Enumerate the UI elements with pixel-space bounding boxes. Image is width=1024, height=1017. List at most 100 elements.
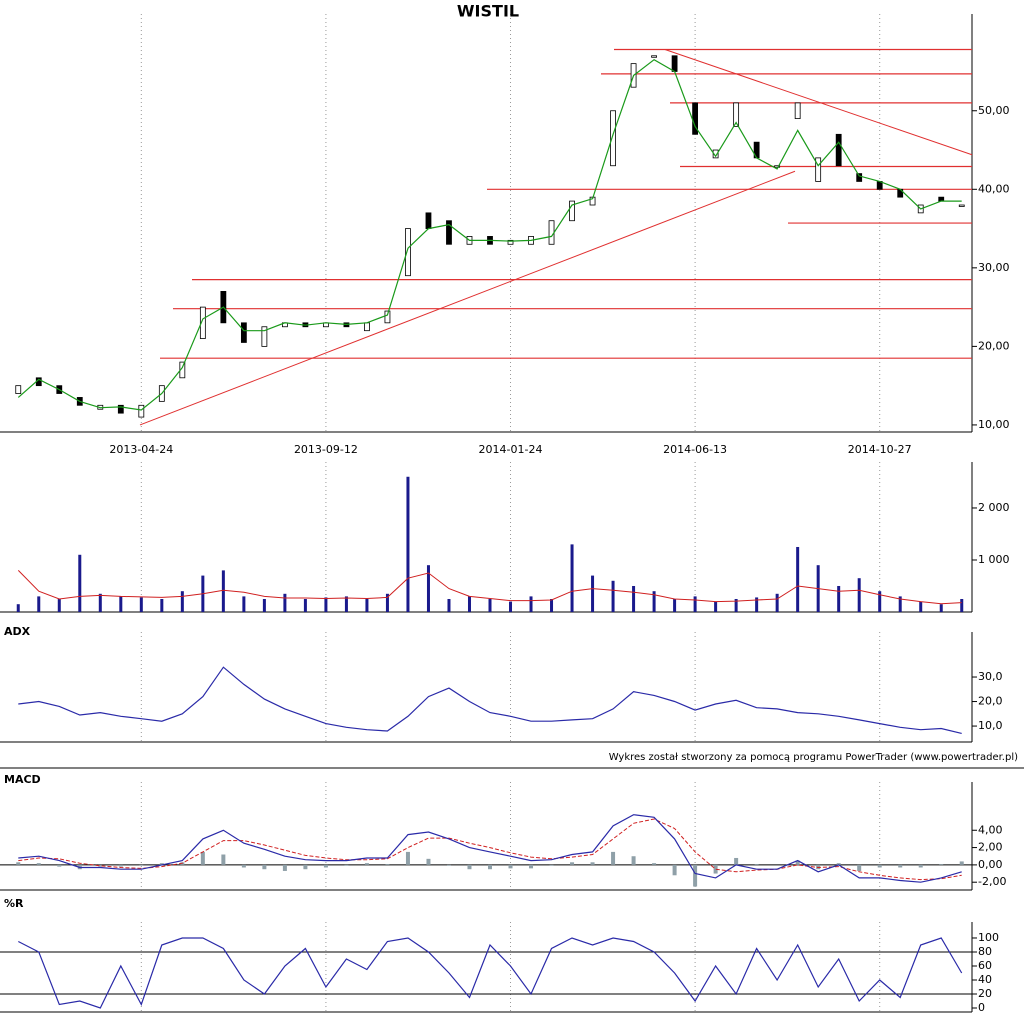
histogram-bar	[118, 864, 123, 867]
histogram-bar	[57, 864, 62, 867]
volume-bar	[488, 598, 492, 612]
y-tick-label: 2 000	[978, 501, 1010, 514]
histogram-bar	[898, 864, 903, 868]
histogram-bar	[836, 863, 841, 865]
volume-bar	[406, 476, 410, 612]
y-tick-label: 10,0	[978, 719, 1003, 732]
histogram-bar	[36, 863, 41, 865]
volume-bar	[591, 575, 595, 612]
candle	[446, 220, 452, 245]
histogram-bar	[303, 864, 308, 870]
histogram-bar	[405, 851, 410, 865]
histogram-bar	[159, 863, 164, 865]
histogram-bar	[549, 864, 554, 866]
candle	[794, 102, 801, 120]
trend-line	[664, 49, 973, 156]
volume-bar	[550, 598, 554, 612]
volume-bar	[509, 601, 513, 612]
x-tick-label: 2013-04-24	[109, 443, 173, 456]
y-tick-label: 4,00	[978, 823, 1003, 836]
candle	[405, 228, 411, 277]
candle	[507, 239, 514, 245]
volume-bar	[160, 598, 164, 612]
candle	[671, 55, 678, 72]
volume-bar	[262, 598, 266, 612]
histogram-bar	[754, 864, 759, 865]
volume-bar	[673, 598, 677, 612]
x-tick-label: 2014-06-13	[663, 443, 727, 456]
volume-average	[17, 570, 962, 605]
histogram-bar	[877, 864, 882, 868]
candle	[815, 157, 822, 182]
histogram-bar	[590, 862, 595, 865]
histogram-bar	[529, 864, 534, 869]
y-tick-label: 2,00	[978, 841, 1003, 854]
histogram-bar	[734, 857, 739, 865]
histogram-bar	[672, 864, 677, 876]
y-tick-label: 20,0	[978, 695, 1003, 708]
histogram-bar	[508, 864, 513, 869]
moving-average	[17, 58, 962, 411]
histogram-bar	[282, 864, 287, 871]
candle	[548, 220, 555, 245]
volume-bar	[755, 597, 759, 612]
candle	[856, 173, 863, 182]
histogram-bar	[939, 864, 944, 865]
volume-bar	[385, 593, 389, 612]
y-tick-label: 100	[978, 931, 999, 944]
volume-bar	[426, 565, 430, 612]
chart-title: MACD	[4, 773, 41, 786]
histogram-bar	[344, 864, 349, 866]
volume-bar	[960, 598, 964, 612]
volume-bar	[242, 596, 246, 612]
volume-bar	[283, 593, 287, 612]
y-tick-label: 1 000	[978, 553, 1010, 566]
histogram-bar	[467, 864, 472, 870]
histogram-bar	[795, 860, 800, 865]
volume-bar	[529, 596, 533, 612]
histogram-bar	[98, 864, 103, 867]
histogram-bar	[693, 864, 698, 887]
macd-line	[18, 814, 962, 883]
histogram-bar	[959, 861, 964, 865]
volume-bar	[365, 598, 369, 612]
volume-bar	[652, 591, 656, 612]
y-tick-label: 50,00	[978, 104, 1010, 117]
candle	[733, 102, 740, 127]
candle	[199, 306, 206, 339]
volume-bar	[775, 593, 779, 612]
volume-bar	[939, 604, 943, 612]
histogram-bar	[570, 862, 575, 865]
x-tick-label: 2013-09-12	[294, 443, 358, 456]
volume-bar	[447, 598, 451, 612]
volume-bar	[303, 598, 307, 612]
volume-bar	[324, 597, 328, 612]
y-tick-label: -2,00	[978, 875, 1006, 888]
volume-bar	[344, 596, 348, 612]
signal-line	[18, 818, 962, 881]
volume-bar	[467, 596, 471, 612]
histogram-bar	[221, 854, 226, 865]
y-tick-label: 20,00	[978, 339, 1010, 352]
y-tick-label: 10,00	[978, 418, 1010, 431]
y-tick-label: 0	[978, 1001, 985, 1014]
histogram-bar	[631, 856, 636, 865]
volume-bar	[693, 596, 697, 612]
y-tick-label: 60	[978, 959, 992, 972]
volume-bar	[919, 601, 923, 612]
chart-title: %R	[4, 897, 24, 910]
histogram-bar	[713, 864, 718, 874]
volume-bar	[98, 593, 102, 612]
histogram-bar	[488, 864, 492, 870]
volume-bar	[837, 585, 841, 612]
histogram-bar	[652, 863, 657, 865]
histogram-bar	[364, 863, 369, 865]
volume-bar	[16, 604, 20, 612]
candle	[384, 310, 391, 324]
y-tick-label: 20	[978, 987, 992, 1000]
volume-bar	[878, 591, 882, 612]
volume-bar	[714, 601, 718, 612]
candle	[712, 149, 719, 159]
y-tick-label: 30,00	[978, 261, 1010, 274]
